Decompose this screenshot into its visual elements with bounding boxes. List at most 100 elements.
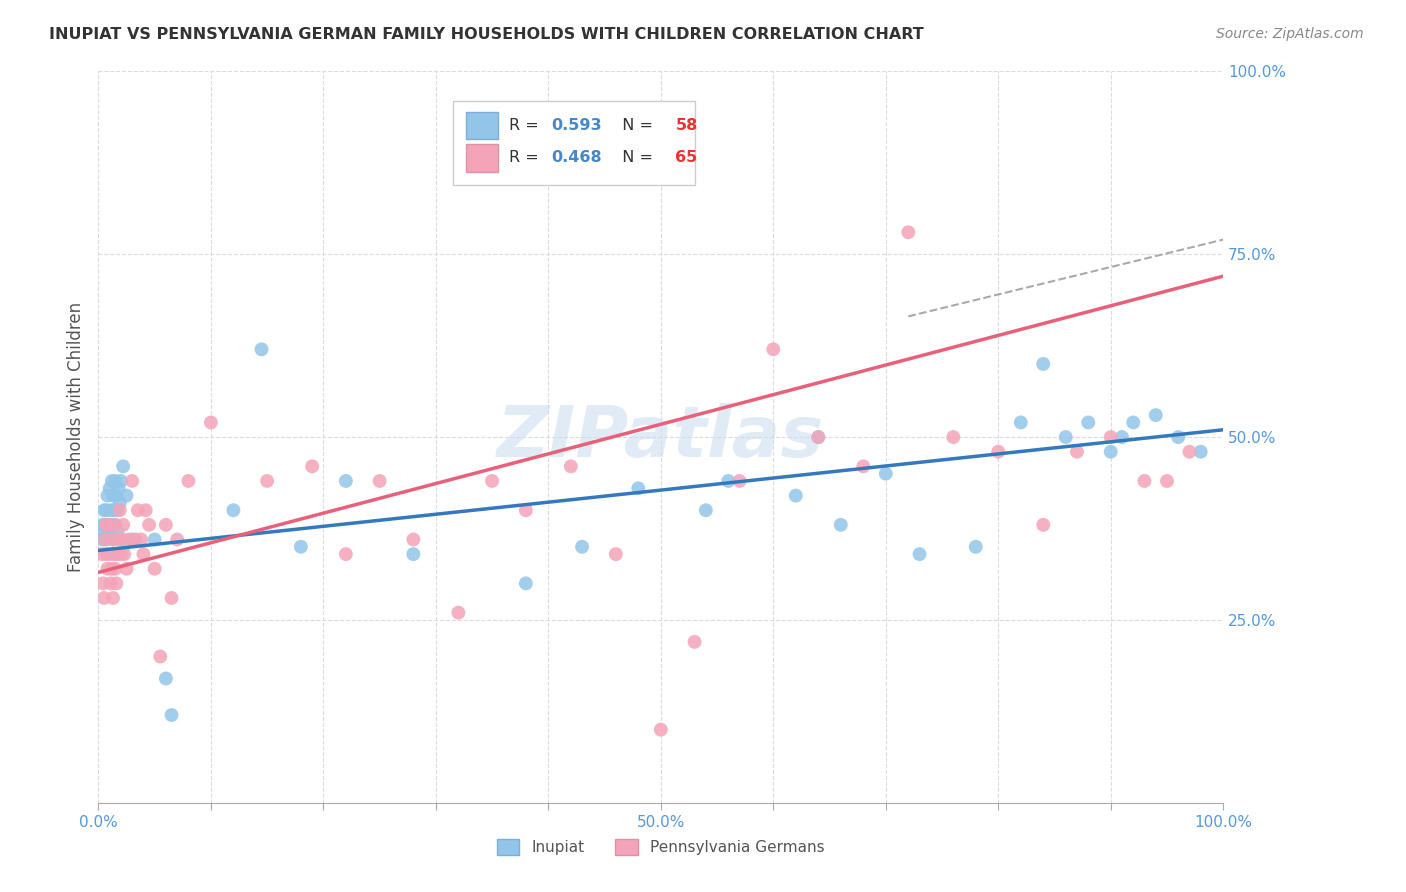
Point xyxy=(110,547,132,561)
Point xyxy=(100,503,122,517)
Point xyxy=(93,503,115,517)
Point xyxy=(112,547,135,561)
Point xyxy=(335,547,357,561)
Point xyxy=(107,547,129,561)
Point xyxy=(98,547,121,561)
Point xyxy=(101,533,124,547)
Point xyxy=(94,517,117,532)
Point xyxy=(118,533,141,547)
Point xyxy=(728,474,751,488)
Text: 0.593: 0.593 xyxy=(551,118,602,133)
Point xyxy=(402,547,425,561)
Legend: Inupiat, Pennsylvania Germans: Inupiat, Pennsylvania Germans xyxy=(491,833,831,861)
Point xyxy=(1178,444,1201,458)
Point xyxy=(124,533,146,547)
Point xyxy=(93,591,115,605)
Point xyxy=(149,649,172,664)
Point xyxy=(987,444,1010,458)
Bar xyxy=(467,144,498,171)
Point xyxy=(447,606,470,620)
Point xyxy=(103,503,125,517)
FancyBboxPatch shape xyxy=(453,101,695,185)
Point xyxy=(132,547,155,561)
Point xyxy=(942,430,965,444)
Point xyxy=(1111,430,1133,444)
Point xyxy=(96,533,118,547)
Point xyxy=(1032,357,1054,371)
Point xyxy=(515,503,537,517)
Point xyxy=(650,723,672,737)
Point xyxy=(1077,416,1099,430)
Point xyxy=(1054,430,1077,444)
Point xyxy=(127,503,149,517)
Point xyxy=(90,533,112,547)
Point xyxy=(101,517,124,532)
Point xyxy=(160,591,183,605)
Point xyxy=(1032,517,1054,532)
Point xyxy=(91,517,114,532)
Point xyxy=(135,503,157,517)
Point xyxy=(1189,444,1212,458)
Point xyxy=(1099,430,1122,444)
Point xyxy=(1156,474,1178,488)
Point xyxy=(515,576,537,591)
Point xyxy=(368,474,391,488)
Point xyxy=(101,562,124,576)
Point xyxy=(335,474,357,488)
Point xyxy=(897,225,920,239)
Text: ZIPatlas: ZIPatlas xyxy=(498,402,824,472)
Point xyxy=(177,474,200,488)
Text: N =: N = xyxy=(613,118,658,133)
Text: R =: R = xyxy=(509,118,544,133)
Y-axis label: Family Households with Children: Family Households with Children xyxy=(66,302,84,572)
Point xyxy=(110,474,132,488)
Point xyxy=(104,517,127,532)
Point xyxy=(121,474,143,488)
Point xyxy=(250,343,273,357)
Point xyxy=(695,503,717,517)
Text: 0.468: 0.468 xyxy=(551,150,602,165)
Point xyxy=(90,547,112,561)
Point xyxy=(143,562,166,576)
Point xyxy=(107,525,129,540)
Point xyxy=(717,474,740,488)
Point xyxy=(101,489,124,503)
Point xyxy=(105,576,128,591)
Point xyxy=(93,525,115,540)
Point xyxy=(605,547,627,561)
Point xyxy=(143,533,166,547)
Point xyxy=(96,517,118,532)
Point xyxy=(155,672,177,686)
Point xyxy=(155,517,177,532)
Point xyxy=(166,533,188,547)
Point xyxy=(222,503,245,517)
Point xyxy=(94,533,117,547)
Point xyxy=(104,517,127,532)
Point xyxy=(97,525,120,540)
Point xyxy=(97,517,120,532)
Point xyxy=(1144,408,1167,422)
Point xyxy=(96,489,118,503)
Point xyxy=(129,533,152,547)
Point xyxy=(96,517,118,532)
Point xyxy=(104,562,127,576)
Point xyxy=(402,533,425,547)
Point xyxy=(1066,444,1088,458)
Point xyxy=(627,481,650,495)
Point xyxy=(1010,416,1032,430)
Point xyxy=(105,489,128,503)
Point xyxy=(160,708,183,723)
Text: 58: 58 xyxy=(675,118,697,133)
Point xyxy=(103,547,125,561)
Point xyxy=(115,562,138,576)
Point xyxy=(200,416,222,430)
Point xyxy=(762,343,785,357)
Point xyxy=(108,503,131,517)
Point xyxy=(560,459,582,474)
Text: 65: 65 xyxy=(675,150,697,165)
Text: N =: N = xyxy=(613,150,658,165)
Point xyxy=(290,540,312,554)
Text: R =: R = xyxy=(509,150,544,165)
Point xyxy=(807,430,830,444)
Point xyxy=(101,533,124,547)
